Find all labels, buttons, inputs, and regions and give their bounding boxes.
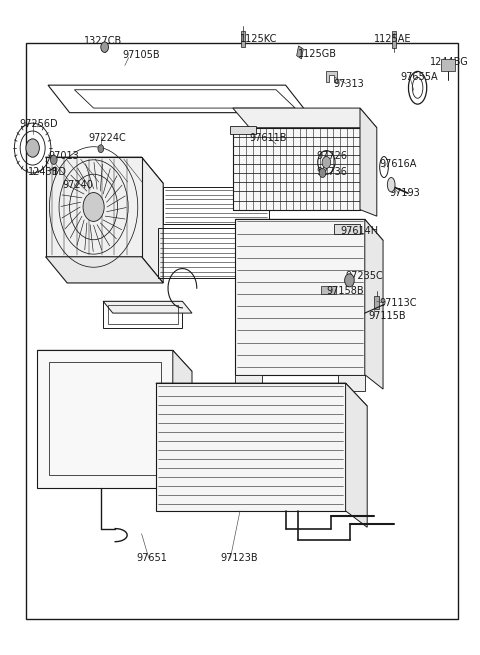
Polygon shape [334, 224, 360, 234]
Polygon shape [235, 219, 365, 375]
Text: 97013: 97013 [48, 151, 79, 161]
Text: 97193: 97193 [390, 188, 420, 198]
Ellipse shape [387, 178, 395, 192]
Text: 1327CB: 1327CB [84, 35, 122, 46]
Polygon shape [297, 46, 303, 59]
Text: 1125KC: 1125KC [240, 34, 277, 45]
Circle shape [83, 193, 104, 221]
Text: 97651: 97651 [137, 553, 168, 563]
Text: 97655A: 97655A [401, 72, 438, 83]
Circle shape [26, 139, 39, 157]
Circle shape [322, 157, 331, 168]
Polygon shape [156, 383, 346, 511]
Polygon shape [142, 157, 163, 283]
Text: 97115B: 97115B [369, 310, 406, 321]
Polygon shape [103, 301, 192, 313]
Polygon shape [46, 257, 163, 283]
Polygon shape [233, 108, 377, 128]
Text: 97113C: 97113C [379, 297, 417, 308]
Polygon shape [374, 296, 379, 309]
Polygon shape [365, 219, 383, 389]
Text: 97616A: 97616A [379, 159, 417, 169]
Text: 97224C: 97224C [89, 132, 127, 143]
Polygon shape [173, 350, 192, 502]
Circle shape [98, 145, 104, 153]
Polygon shape [46, 157, 163, 183]
Text: 97611B: 97611B [250, 132, 287, 143]
Polygon shape [360, 108, 377, 216]
Text: 97736: 97736 [317, 167, 348, 178]
Bar [441, 59, 455, 71]
Polygon shape [37, 350, 173, 488]
Polygon shape [156, 383, 367, 406]
Circle shape [319, 168, 326, 178]
Text: 97158B: 97158B [326, 286, 364, 297]
Circle shape [101, 42, 108, 52]
Text: 1125AE: 1125AE [374, 34, 412, 45]
Polygon shape [235, 375, 262, 391]
Text: 1125GB: 1125GB [298, 48, 336, 59]
Text: 97105B: 97105B [122, 50, 160, 60]
Polygon shape [392, 31, 396, 48]
Polygon shape [338, 375, 365, 391]
Polygon shape [230, 126, 256, 134]
Text: 97313: 97313 [334, 79, 364, 89]
Text: 97240: 97240 [62, 179, 93, 190]
Polygon shape [235, 219, 383, 240]
Text: 97256D: 97256D [19, 119, 58, 130]
Text: 97726: 97726 [317, 151, 348, 161]
Text: 97123B: 97123B [221, 553, 258, 563]
Text: 1244BG: 1244BG [430, 57, 468, 67]
Polygon shape [326, 71, 337, 82]
Polygon shape [46, 157, 142, 257]
Polygon shape [321, 286, 336, 294]
Circle shape [345, 274, 354, 287]
Circle shape [50, 155, 57, 164]
Polygon shape [37, 350, 192, 371]
Polygon shape [233, 128, 360, 210]
Bar [26, 43, 458, 619]
Text: 1243BD: 1243BD [28, 167, 67, 178]
Text: 97235C: 97235C [346, 271, 384, 282]
Polygon shape [241, 31, 245, 47]
Polygon shape [346, 383, 367, 527]
Text: 97614H: 97614H [341, 225, 379, 236]
